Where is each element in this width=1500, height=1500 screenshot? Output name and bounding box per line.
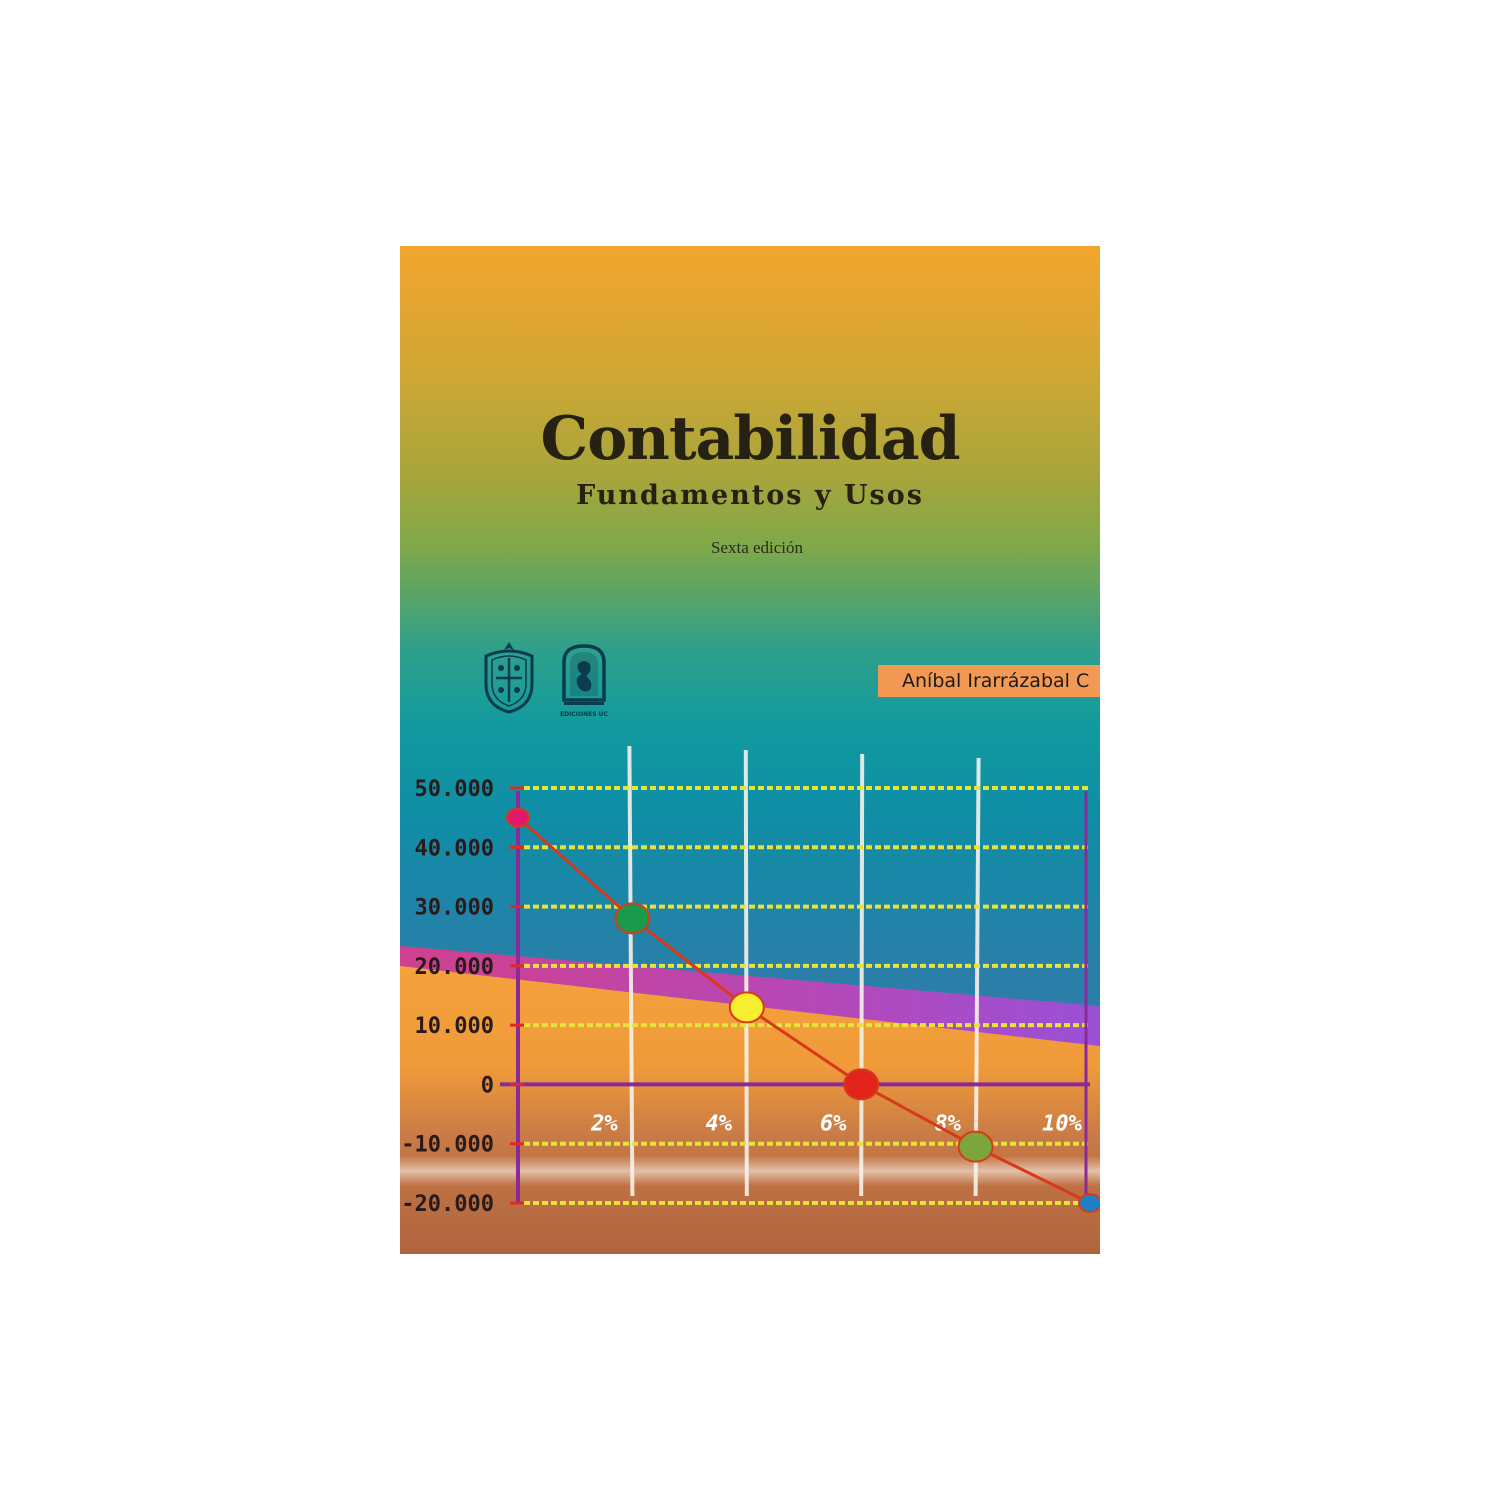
y-tick-label: -20.000	[401, 1192, 494, 1217]
data-point	[1078, 1193, 1100, 1213]
series-line	[517, 816, 1091, 1205]
y-tick-label: 40.000	[415, 836, 494, 861]
data-point	[614, 902, 651, 935]
svg-text:EDICIONES UC: EDICIONES UC	[560, 711, 608, 718]
data-point	[843, 1068, 880, 1101]
edition-label: Sexta edición	[710, 538, 804, 557]
x-tick-label: 4%	[706, 1111, 733, 1136]
data-point	[728, 991, 765, 1024]
y-tick-label: 20.000	[415, 955, 494, 980]
y-tick-label: 50.000	[415, 777, 494, 802]
grid-line-vertical	[859, 753, 865, 1197]
grid-line-vertical	[973, 757, 981, 1197]
x-tick-label: 10%	[1042, 1111, 1082, 1136]
author-name: Aníbal Irarrázabal C	[902, 670, 1090, 692]
y-tick-label: 0	[481, 1073, 494, 1098]
y-tick-label: 30.000	[415, 896, 494, 921]
data-point	[506, 807, 530, 828]
book-cover: Contabilidad Fundamentos y Usos Sexta ed…	[400, 246, 1100, 1254]
x-tick-label: 6%	[820, 1111, 847, 1136]
author-band: Aníbal Irarrázabal C	[878, 665, 1100, 697]
light-band	[400, 1156, 1100, 1186]
chart-layer: 50.000 40.000 30.000 20.000 10.000 0 -10.000 -2…	[401, 745, 1100, 1217]
ediciones-uc-logo: EDICIONES UC	[560, 644, 609, 718]
y-tick-label: 10.000	[415, 1014, 494, 1039]
grid-line-vertical	[743, 749, 749, 1197]
grid-line-vertical	[627, 745, 635, 1197]
x-tick-label: 2%	[590, 1111, 618, 1136]
book-title: Contabilidad	[540, 404, 960, 474]
y-tick-label: -10.000	[401, 1133, 494, 1158]
cover-chart: 50.000 40.000 30.000 20.000 10.000 0 -10.000 -2…	[400, 745, 1100, 1254]
book-subtitle: Fundamentos y Usos	[576, 480, 924, 511]
university-crest-icon	[484, 642, 534, 714]
data-point	[957, 1130, 994, 1163]
